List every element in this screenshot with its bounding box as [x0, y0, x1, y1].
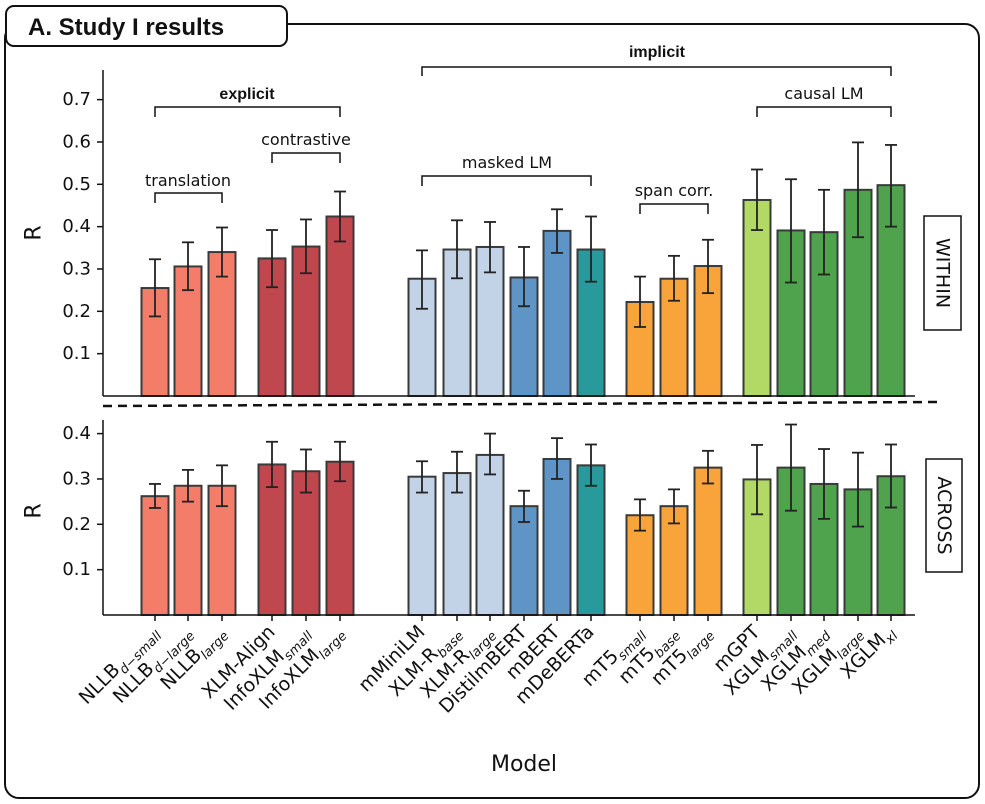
within-y-tick-label: 0.4 [62, 216, 91, 237]
within-y-tick-label: 0.3 [62, 258, 91, 279]
across-bar [257, 463, 287, 616]
within-y-tick-label: 0.2 [62, 301, 91, 322]
causal-lm-label: causal LM [784, 84, 863, 103]
across-bar [693, 466, 723, 616]
within-label-box [923, 215, 962, 331]
across-bar [325, 460, 355, 616]
implicit-label: implicit [629, 44, 686, 61]
span-corr-bracket [639, 203, 709, 214]
implicit-bracket [421, 66, 892, 76]
across-y-tick-label: 0.1 [62, 559, 91, 580]
within-panel: 0.1 0.2 0.3 0.4 0.5 0.6 0.7 [62, 70, 915, 398]
causal-lm-bracket [756, 106, 892, 117]
within-bar [325, 215, 355, 397]
panel-separator [102, 400, 941, 408]
translation-bracket [154, 192, 223, 203]
across-bar [442, 472, 472, 616]
across-bar [576, 464, 606, 617]
explicit-label: explicit [219, 86, 275, 103]
within-bar [542, 229, 572, 397]
x-axis-title: Model [491, 752, 557, 777]
within-label: WITHIN [932, 238, 954, 308]
across-bar [173, 484, 203, 617]
within-ylabel: R [22, 225, 47, 240]
across-label-box [925, 458, 963, 573]
within-y-tick-label: 0.1 [62, 343, 91, 364]
masked-lm-bracket [421, 175, 592, 186]
across-label: ACROSS [933, 476, 955, 554]
across-y-tick-label: 0.2 [62, 514, 91, 535]
across-bar [542, 458, 572, 616]
within-y-tick-label: 0.6 [62, 131, 91, 152]
contrastive-bracket [271, 152, 341, 163]
across-panel: 0.1 0.2 0.3 0.4 [62, 420, 915, 617]
masked-lm-label: masked LM [462, 153, 552, 172]
across-y-tick-label: 0.4 [62, 423, 91, 444]
header-tab [5, 5, 288, 47]
within-y-tick-label: 0.5 [62, 174, 91, 195]
header-title: A. Study I results [28, 14, 224, 41]
group-brackets [154, 66, 892, 214]
across-bar [475, 453, 505, 616]
contrastive-label: contrastive [261, 130, 351, 149]
translation-label: translation [145, 171, 231, 190]
explicit-bracket [154, 106, 341, 117]
across-ylabel: R [22, 503, 47, 518]
across-bar [140, 495, 170, 616]
figure-frame [4, 23, 980, 799]
span-corr-label: span corr. [635, 181, 714, 200]
across-bar [407, 475, 437, 616]
x-tick-labels: NLLBd−smallNLLBd−largeNLLBlargeXLM-Align… [75, 615, 902, 718]
within-y-tick-label: 0.7 [62, 89, 91, 110]
within-bar [742, 198, 772, 397]
across-y-tick-label: 0.3 [62, 468, 91, 489]
